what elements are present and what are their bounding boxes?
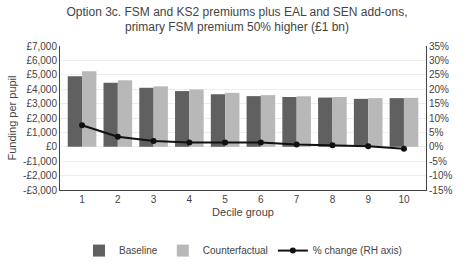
svg-text:-£1,000: -£1,000 [23,156,57,167]
svg-text:Funding per pupil: Funding per pupil [6,75,18,160]
svg-text:£6,000: £6,000 [26,55,57,66]
svg-text:10%: 10% [429,113,449,124]
svg-text:Baseline: Baseline [119,245,158,256]
svg-text:0%: 0% [429,141,444,152]
svg-text:-£2,000: -£2,000 [23,170,57,181]
svg-text:£5,000: £5,000 [26,69,57,80]
svg-text:2: 2 [115,194,121,205]
svg-text:1: 1 [79,194,85,205]
svg-text:8: 8 [330,194,336,205]
svg-text:9: 9 [365,194,371,205]
svg-text:Decile group: Decile group [212,206,274,218]
svg-text:£1,000: £1,000 [26,127,57,138]
svg-text:7: 7 [294,194,300,205]
svg-text:£0: £0 [46,141,58,152]
svg-text:35%: 35% [429,41,449,52]
svg-text:5: 5 [222,194,228,205]
svg-text:£2,000: £2,000 [26,113,57,124]
svg-text:£7,000: £7,000 [26,41,57,52]
svg-text:-15%: -15% [429,185,452,196]
svg-text:6: 6 [258,194,264,205]
svg-text:15%: 15% [429,98,449,109]
svg-text:-5%: -5% [429,156,447,167]
svg-text:£3,000: £3,000 [26,98,57,109]
svg-text:-10%: -10% [429,170,452,181]
svg-text:Counterfactual: Counterfactual [203,245,268,256]
svg-text:30%: 30% [429,55,449,66]
svg-text:-£3,000: -£3,000 [23,185,57,196]
svg-text:4: 4 [187,194,193,205]
svg-text:25%: 25% [429,69,449,80]
svg-text:3: 3 [151,194,157,205]
svg-text:% change (RH axis): % change (RH axis) [313,245,402,256]
svg-text:20%: 20% [429,84,449,95]
svg-text:£4,000: £4,000 [26,84,57,95]
svg-text:10: 10 [398,194,410,205]
svg-text:Option 3c. FSM and KS2 premium: Option 3c. FSM and KS2 premiums plus EAL… [66,5,407,35]
svg-text:5%: 5% [429,127,444,138]
